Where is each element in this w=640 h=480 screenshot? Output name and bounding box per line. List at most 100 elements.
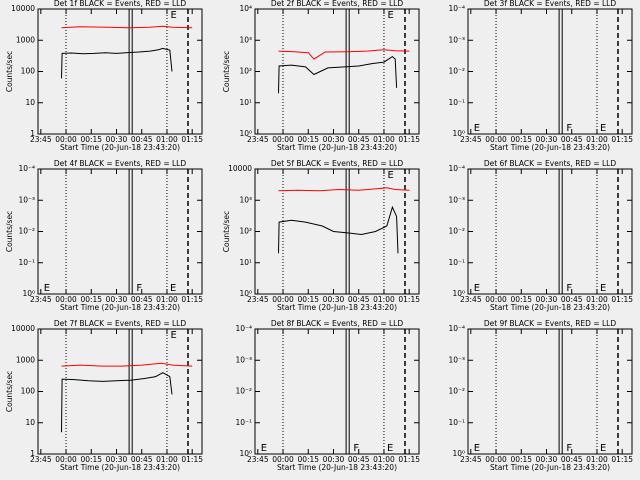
y-tick-label: 1000 [16, 35, 35, 44]
y-tick-label: 10³ [239, 35, 252, 44]
x-tick-label: 00:45 [561, 455, 583, 464]
x-tick-label: 01:00 [586, 135, 608, 144]
x-axis-label: Start Time (20-Jun-18 23:43:20) [490, 143, 610, 152]
chart-title: Det 7f BLACK = Events, RED = LLD [54, 319, 187, 328]
x-tick-label: 01:00 [586, 455, 608, 464]
y-tick-label: 10⁻³ [448, 195, 465, 204]
x-axis-label: Start Time (20-Jun-18 23:43:20) [60, 303, 180, 312]
x-tick-label: 01:00 [373, 455, 395, 464]
annotation: F [353, 443, 359, 454]
x-tick-label: 01:00 [586, 295, 608, 304]
y-tick-label: 10⁻⁴ [18, 164, 35, 173]
y-tick-label: 10⁻⁴ [235, 324, 252, 333]
x-tick-label: 00:00 [485, 135, 507, 144]
x-tick-label: 23:45 [247, 295, 269, 304]
chart-title: Det 6f BLACK = Events, RED = LLD [484, 159, 617, 168]
x-tick-label: 23:45 [30, 135, 52, 144]
x-tick-label: 00:45 [348, 135, 370, 144]
y-tick-label: 10⁰ [239, 449, 252, 458]
x-tick-label: 23:45 [247, 455, 269, 464]
x-tick-label: 00:30 [323, 295, 345, 304]
annotation: E [171, 330, 177, 341]
y-tick-label: 10 [25, 418, 35, 427]
series-line [278, 49, 410, 60]
x-tick-label: 00:15 [80, 295, 102, 304]
y-tick-label: 10⁻⁴ [448, 164, 465, 173]
y-tick-label: 10⁻⁴ [448, 324, 465, 333]
annotation: E [171, 10, 177, 21]
annotation: F [566, 283, 572, 294]
y-tick-label: 10⁻² [448, 67, 465, 76]
y-tick-label: 10⁻¹ [448, 418, 465, 427]
x-tick-label: 23:45 [460, 295, 482, 304]
x-axis-label: Start Time (20-Jun-18 23:43:20) [490, 463, 610, 472]
annotation: E [388, 170, 394, 181]
x-tick-label: 23:45 [460, 135, 482, 144]
x-tick-label: 00:30 [536, 295, 558, 304]
y-tick-label: 10⁻² [448, 387, 465, 396]
x-tick-label: 00:00 [485, 295, 507, 304]
x-tick-label: 00:45 [348, 295, 370, 304]
y-tick-label: 10⁻² [448, 227, 465, 236]
plot-frame [37, 328, 203, 455]
annotation: E [261, 443, 267, 454]
x-tick-label: 00:30 [536, 135, 558, 144]
y-tick-label: 100 [21, 67, 36, 76]
y-tick-label: 1 [30, 449, 35, 458]
annotation: E [387, 443, 393, 454]
y-tick-label: 10⁻¹ [18, 258, 35, 267]
x-tick-label: 00:00 [272, 135, 294, 144]
x-axis-label: Start Time (20-Jun-18 23:43:20) [490, 303, 610, 312]
chart-title: Det 2f BLACK = Events, RED = LLD [271, 0, 404, 8]
y-tick-label: 10000 [228, 164, 252, 173]
chart-title: Det 5f BLACK = Events, RED = LLD [271, 159, 404, 168]
y-tick-label: 10⁻¹ [448, 98, 465, 107]
y-tick-label: 10⁻⁴ [448, 4, 465, 13]
plot-frame [254, 168, 420, 295]
y-tick-label: 10¹ [239, 258, 252, 267]
x-tick-label: 00:15 [510, 455, 532, 464]
x-tick-label: 01:15 [181, 295, 203, 304]
x-tick-label: 00:30 [323, 455, 345, 464]
annotation: F [566, 123, 572, 134]
annotation: F [136, 283, 142, 294]
x-tick-label: 00:15 [297, 135, 319, 144]
y-tick-label: 10⁰ [452, 449, 465, 458]
chart-title: Det 4f BLACK = Events, RED = LLD [54, 159, 187, 168]
y-tick-label: 10⁰ [239, 289, 252, 298]
chart-title: Det 9f BLACK = Events, RED = LLD [484, 319, 617, 328]
x-tick-label: 00:00 [55, 135, 77, 144]
y-tick-label: 10⁻³ [448, 355, 465, 364]
y-tick-label: 10⁰ [239, 129, 252, 138]
x-tick-label: 23:45 [247, 135, 269, 144]
x-tick-label: 00:30 [323, 135, 345, 144]
x-axis-label: Start Time (20-Jun-18 23:43:20) [60, 463, 180, 472]
y-tick-label: 10⁰ [22, 289, 35, 298]
x-tick-label: 01:15 [181, 135, 203, 144]
x-tick-label: 00:15 [80, 455, 102, 464]
x-tick-label: 00:15 [510, 135, 532, 144]
x-tick-label: 01:15 [611, 135, 633, 144]
x-tick-label: 00:15 [297, 295, 319, 304]
x-tick-label: 01:15 [181, 455, 203, 464]
y-tick-label: 10⁻² [18, 227, 35, 236]
y-axis-label: Counts/sec [5, 211, 14, 252]
x-tick-label: 00:00 [272, 295, 294, 304]
annotation: E [170, 283, 176, 294]
chart-title: Det 3f BLACK = Events, RED = LLD [484, 0, 617, 8]
x-tick-label: 01:15 [398, 135, 420, 144]
annotation: E [600, 283, 606, 294]
y-tick-label: 10² [239, 67, 252, 76]
y-axis-label: Counts/sec [5, 371, 14, 412]
annotation: E [44, 283, 50, 294]
series-line [278, 187, 410, 192]
x-axis-label: Start Time (20-Jun-18 23:43:20) [277, 463, 397, 472]
chart-title: Det 1f BLACK = Events, RED = LLD [54, 0, 187, 8]
x-tick-label: 00:45 [131, 135, 153, 144]
x-tick-label: 00:45 [561, 295, 583, 304]
x-tick-label: 00:00 [272, 455, 294, 464]
x-tick-label: 00:30 [106, 455, 128, 464]
series-line [61, 25, 193, 29]
